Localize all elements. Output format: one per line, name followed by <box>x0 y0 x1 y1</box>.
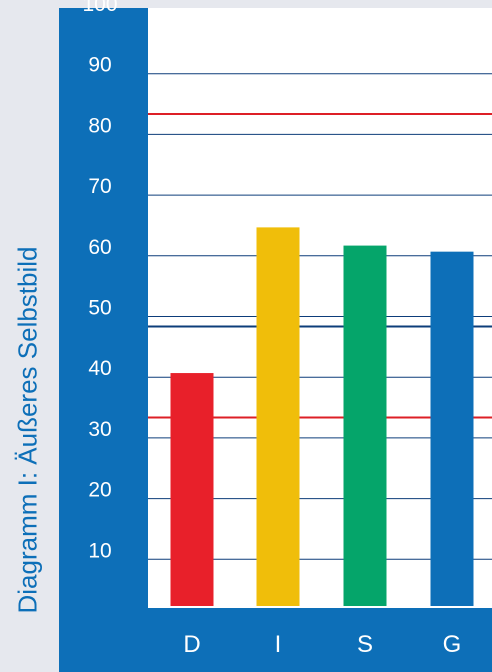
y-tick-label: 40 <box>88 357 111 380</box>
x-tick-label: S <box>357 631 373 658</box>
bar-g <box>430 251 474 606</box>
bar-s <box>343 245 387 606</box>
y-tick-label: 10 <box>88 539 111 562</box>
y-tick-label: 100 <box>82 0 117 16</box>
x-tick-label: D <box>183 631 200 658</box>
x-tick-label: I <box>275 631 282 658</box>
x-tick-label: G <box>443 631 462 658</box>
y-tick-label: 80 <box>88 114 111 137</box>
y-tick-label: 70 <box>88 175 111 198</box>
bar-i <box>256 227 300 606</box>
y-tick-label: 60 <box>88 236 111 259</box>
y-tick-label: 90 <box>88 54 111 77</box>
y-tick-label: 30 <box>88 418 111 441</box>
bar-d <box>170 373 214 606</box>
y-tick-label: 20 <box>88 479 111 502</box>
y-tick-label: 50 <box>88 297 111 320</box>
